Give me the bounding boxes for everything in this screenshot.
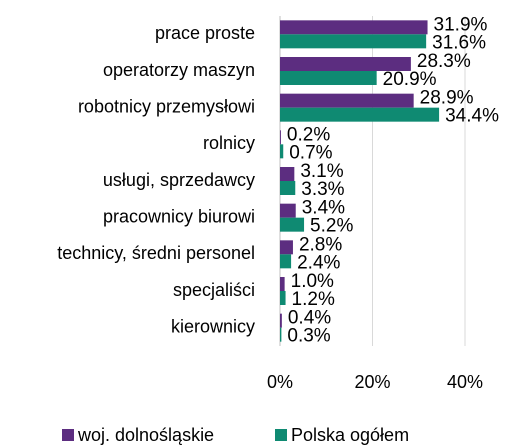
x-tick-label: 40% — [447, 372, 483, 392]
y-tick-label: usługi, sprzedawcy — [103, 170, 255, 190]
bar — [280, 181, 296, 195]
legend-swatch — [275, 429, 287, 441]
data-label: 28.3% — [417, 51, 471, 72]
y-tick-label: pracownicy biurowi — [103, 206, 255, 226]
bar — [280, 71, 377, 85]
bar — [280, 167, 295, 181]
data-label: 2.4% — [297, 252, 340, 273]
data-label: 3.1% — [300, 161, 343, 182]
bar — [280, 291, 286, 305]
data-label: 31.6% — [432, 32, 486, 53]
legend-label: Polska ogółem — [291, 425, 409, 445]
bar — [280, 313, 282, 328]
bar — [280, 240, 293, 255]
data-label: 1.2% — [292, 289, 335, 310]
bar — [280, 327, 282, 342]
data-label: 3.3% — [301, 179, 344, 200]
data-label: 5.2% — [310, 216, 353, 237]
data-label: 1.0% — [291, 271, 334, 292]
legend-label: woj. dolnośląskie — [77, 425, 214, 445]
data-label: 0.7% — [289, 142, 332, 163]
y-tick-label: rolnicy — [203, 133, 255, 153]
data-label: 0.3% — [287, 326, 330, 347]
bar — [280, 20, 428, 35]
data-label: 3.4% — [302, 198, 345, 219]
x-tick-label: 20% — [354, 372, 390, 392]
bar — [280, 130, 281, 145]
bar — [280, 93, 414, 108]
data-label: 28.9% — [420, 88, 474, 109]
data-label: 20.9% — [383, 69, 437, 90]
y-tick-label: operatorzy maszyn — [103, 60, 255, 80]
bar — [280, 254, 292, 269]
bar — [280, 277, 285, 291]
bar — [280, 107, 440, 122]
bar — [280, 57, 411, 71]
y-tick-label: prace proste — [155, 23, 255, 43]
x-tick-label: 0% — [267, 372, 293, 392]
y-tick-label: technicy, średni personel — [57, 243, 255, 263]
y-tick-label: robotnicy przemysłowi — [78, 96, 255, 116]
data-label: 34.4% — [445, 106, 499, 127]
legend-swatch — [62, 429, 74, 441]
y-tick-label: kierownicy — [171, 316, 255, 336]
data-label: 2.8% — [299, 234, 342, 255]
y-tick-label: specjaliści — [173, 280, 255, 300]
bar — [280, 34, 427, 49]
bar — [280, 217, 305, 232]
bar — [280, 144, 284, 159]
data-label: 0.2% — [287, 124, 330, 145]
bar — [280, 203, 296, 218]
data-label: 31.9% — [434, 14, 488, 35]
data-label: 0.4% — [288, 308, 331, 329]
